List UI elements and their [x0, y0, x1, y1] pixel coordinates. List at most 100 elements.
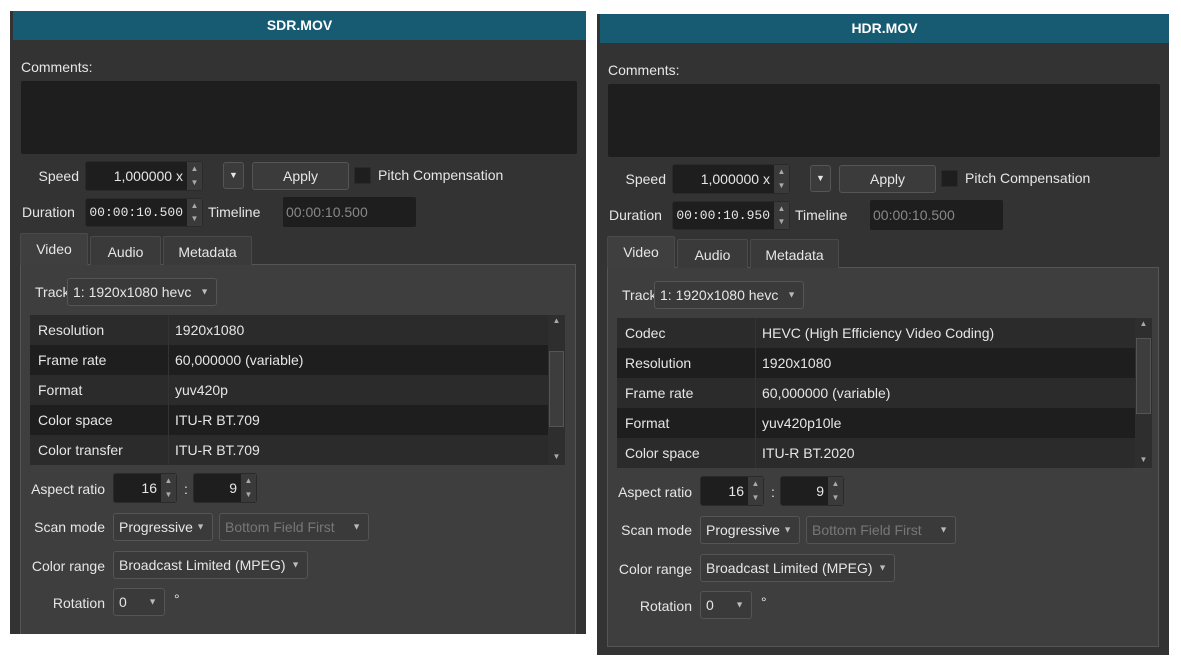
property-value: ITU-R BT.709 [168, 405, 260, 435]
aspect-width-value: 16 [728, 483, 744, 499]
spin-arrows[interactable]: ▲ ▼ [774, 165, 789, 193]
arrow-down-icon[interactable]: ▼ [190, 214, 199, 224]
speed-spinbox[interactable]: 1,000000 x ▲ ▼ [85, 161, 203, 191]
properties-table: Resolution 1920x1080 Frame rate 60,000000 (… [30, 315, 548, 465]
aspect-width-value: 16 [141, 480, 157, 496]
speed-presets-button[interactable]: ▼ [810, 165, 831, 192]
scrollbar-thumb[interactable] [549, 351, 564, 427]
chevron-down-icon: ▼ [783, 524, 792, 535]
arrow-down-icon[interactable]: ▼ [777, 181, 786, 190]
scroll-up-icon[interactable]: ▲ [1139, 319, 1148, 328]
spin-arrows[interactable]: ▲ ▼ [187, 162, 202, 190]
arrow-up-icon[interactable]: ▲ [190, 164, 199, 173]
track-value: 1: 1920x1080 hevc [660, 287, 779, 303]
arrow-up-icon[interactable]: ▲ [751, 479, 760, 488]
arrow-down-icon[interactable]: ▼ [244, 490, 253, 499]
pitch-compensation-checkbox[interactable] [941, 170, 958, 187]
degree-symbol: ° [761, 594, 767, 610]
scan-mode-combobox[interactable]: Progressive ▼ [113, 513, 213, 541]
rotation-combobox[interactable]: 0 ▼ [700, 591, 752, 619]
apply-button[interactable]: Apply [839, 165, 936, 193]
arrow-up-icon[interactable]: ▲ [244, 476, 253, 485]
color-range-combobox[interactable]: Broadcast Limited (MPEG) ▼ [700, 554, 895, 582]
pitch-compensation-checkbox[interactable] [354, 167, 371, 184]
track-combobox[interactable]: 1: 1920x1080 hevc ▼ [654, 281, 804, 309]
field-order-value: Bottom Field First [812, 522, 922, 538]
scroll-up-icon[interactable]: ▲ [552, 316, 561, 325]
arrow-down-icon[interactable]: ▼ [751, 493, 760, 502]
chevron-down-icon: ▼ [291, 559, 300, 570]
aspect-height-spinbox[interactable]: 9 ▲ ▼ [780, 476, 844, 506]
rotation-combobox[interactable]: 0 ▼ [113, 588, 165, 616]
chevron-down-icon: ▼ [148, 596, 157, 607]
tab-video[interactable]: Video [607, 236, 675, 268]
arrow-down-icon[interactable]: ▼ [831, 493, 840, 502]
panel-title: SDR.MOV [13, 11, 586, 40]
arrow-down-icon[interactable]: ▼ [164, 490, 173, 499]
spin-arrows[interactable]: ▲ ▼ [241, 474, 256, 502]
scrollbar-thumb[interactable] [1136, 338, 1151, 414]
spin-arrows[interactable]: ▲ ▼ [828, 477, 843, 505]
apply-button[interactable]: Apply [252, 162, 349, 190]
tab-metadata[interactable]: Metadata [750, 239, 839, 268]
duration-value: 00:00:10.950 [676, 208, 770, 223]
table-row: Format yuv420p10le [617, 408, 1135, 438]
arrow-up-icon[interactable]: ▲ [777, 167, 786, 176]
property-name: Frame rate [625, 385, 694, 401]
track-value: 1: 1920x1080 hevc [73, 284, 192, 300]
property-value: yuv420p [168, 375, 228, 405]
speed-spinbox[interactable]: 1,000000 x ▲ ▼ [672, 164, 790, 194]
arrow-up-icon[interactable]: ▲ [164, 476, 173, 485]
color-range-combobox[interactable]: Broadcast Limited (MPEG) ▼ [113, 551, 308, 579]
aspect-height-spinbox[interactable]: 9 ▲ ▼ [193, 473, 257, 503]
tab-video[interactable]: Video [20, 233, 88, 265]
aspect-height-value: 9 [816, 483, 824, 499]
table-scrollbar[interactable]: ▲ ▼ [1135, 318, 1152, 468]
duration-spinbox[interactable]: 00:00:10.950 ▲ ▼ [672, 201, 790, 230]
table-scrollbar[interactable]: ▲ ▼ [548, 315, 565, 465]
speed-label: Speed [38, 168, 79, 184]
tab-audio[interactable]: Audio [90, 236, 161, 265]
spin-arrows[interactable]: ▲ ▼ [774, 202, 789, 229]
property-name: Codec [625, 325, 666, 341]
arrow-up-icon[interactable]: ▲ [831, 479, 840, 488]
duration-value: 00:00:10.500 [89, 205, 183, 220]
scan-mode-combobox[interactable]: Progressive ▼ [700, 516, 800, 544]
timeline-label: Timeline [208, 204, 261, 220]
color-range-value: Broadcast Limited (MPEG) [119, 557, 286, 573]
property-value: 1920x1080 [168, 315, 244, 345]
scroll-down-icon[interactable]: ▼ [1139, 455, 1148, 464]
field-order-combobox: Bottom Field First ▼ [806, 516, 956, 544]
rotation-label: Rotation [52, 595, 105, 611]
duration-label: Duration [609, 207, 662, 223]
spin-arrows[interactable]: ▲ ▼ [748, 477, 763, 505]
aspect-height-value: 9 [229, 480, 237, 496]
scroll-down-icon[interactable]: ▼ [552, 452, 561, 461]
tab-metadata[interactable]: Metadata [163, 236, 252, 265]
track-combobox[interactable]: 1: 1920x1080 hevc ▼ [67, 278, 217, 306]
arrow-up-icon[interactable]: ▲ [777, 203, 786, 213]
arrow-down-icon[interactable]: ▼ [190, 178, 199, 187]
comments-textarea[interactable] [608, 84, 1160, 157]
pitch-compensation-label: Pitch Compensation [378, 167, 504, 183]
aspect-width-spinbox[interactable]: 16 ▲ ▼ [113, 473, 177, 503]
color-range-value: Broadcast Limited (MPEG) [706, 560, 873, 576]
chevron-down-icon: ▼ [816, 173, 825, 183]
spin-arrows[interactable]: ▲ ▼ [161, 474, 176, 502]
property-name: Format [625, 415, 670, 431]
comments-textarea[interactable] [21, 81, 577, 154]
tab-audio[interactable]: Audio [677, 239, 748, 268]
arrow-up-icon[interactable]: ▲ [190, 200, 199, 210]
color-range-label: Color range [31, 558, 105, 574]
timeline-label: Timeline [795, 207, 848, 223]
chevron-down-icon: ▼ [229, 170, 238, 180]
property-name: Resolution [625, 355, 692, 371]
table-row: Frame rate 60,000000 (variable) [617, 378, 1135, 408]
chevron-down-icon: ▼ [787, 289, 796, 300]
spin-arrows[interactable]: ▲ ▼ [187, 199, 202, 226]
duration-spinbox[interactable]: 00:00:10.500 ▲ ▼ [85, 198, 203, 227]
speed-presets-button[interactable]: ▼ [223, 162, 244, 189]
aspect-separator: : [184, 481, 188, 497]
aspect-width-spinbox[interactable]: 16 ▲ ▼ [700, 476, 764, 506]
arrow-down-icon[interactable]: ▼ [777, 217, 786, 227]
